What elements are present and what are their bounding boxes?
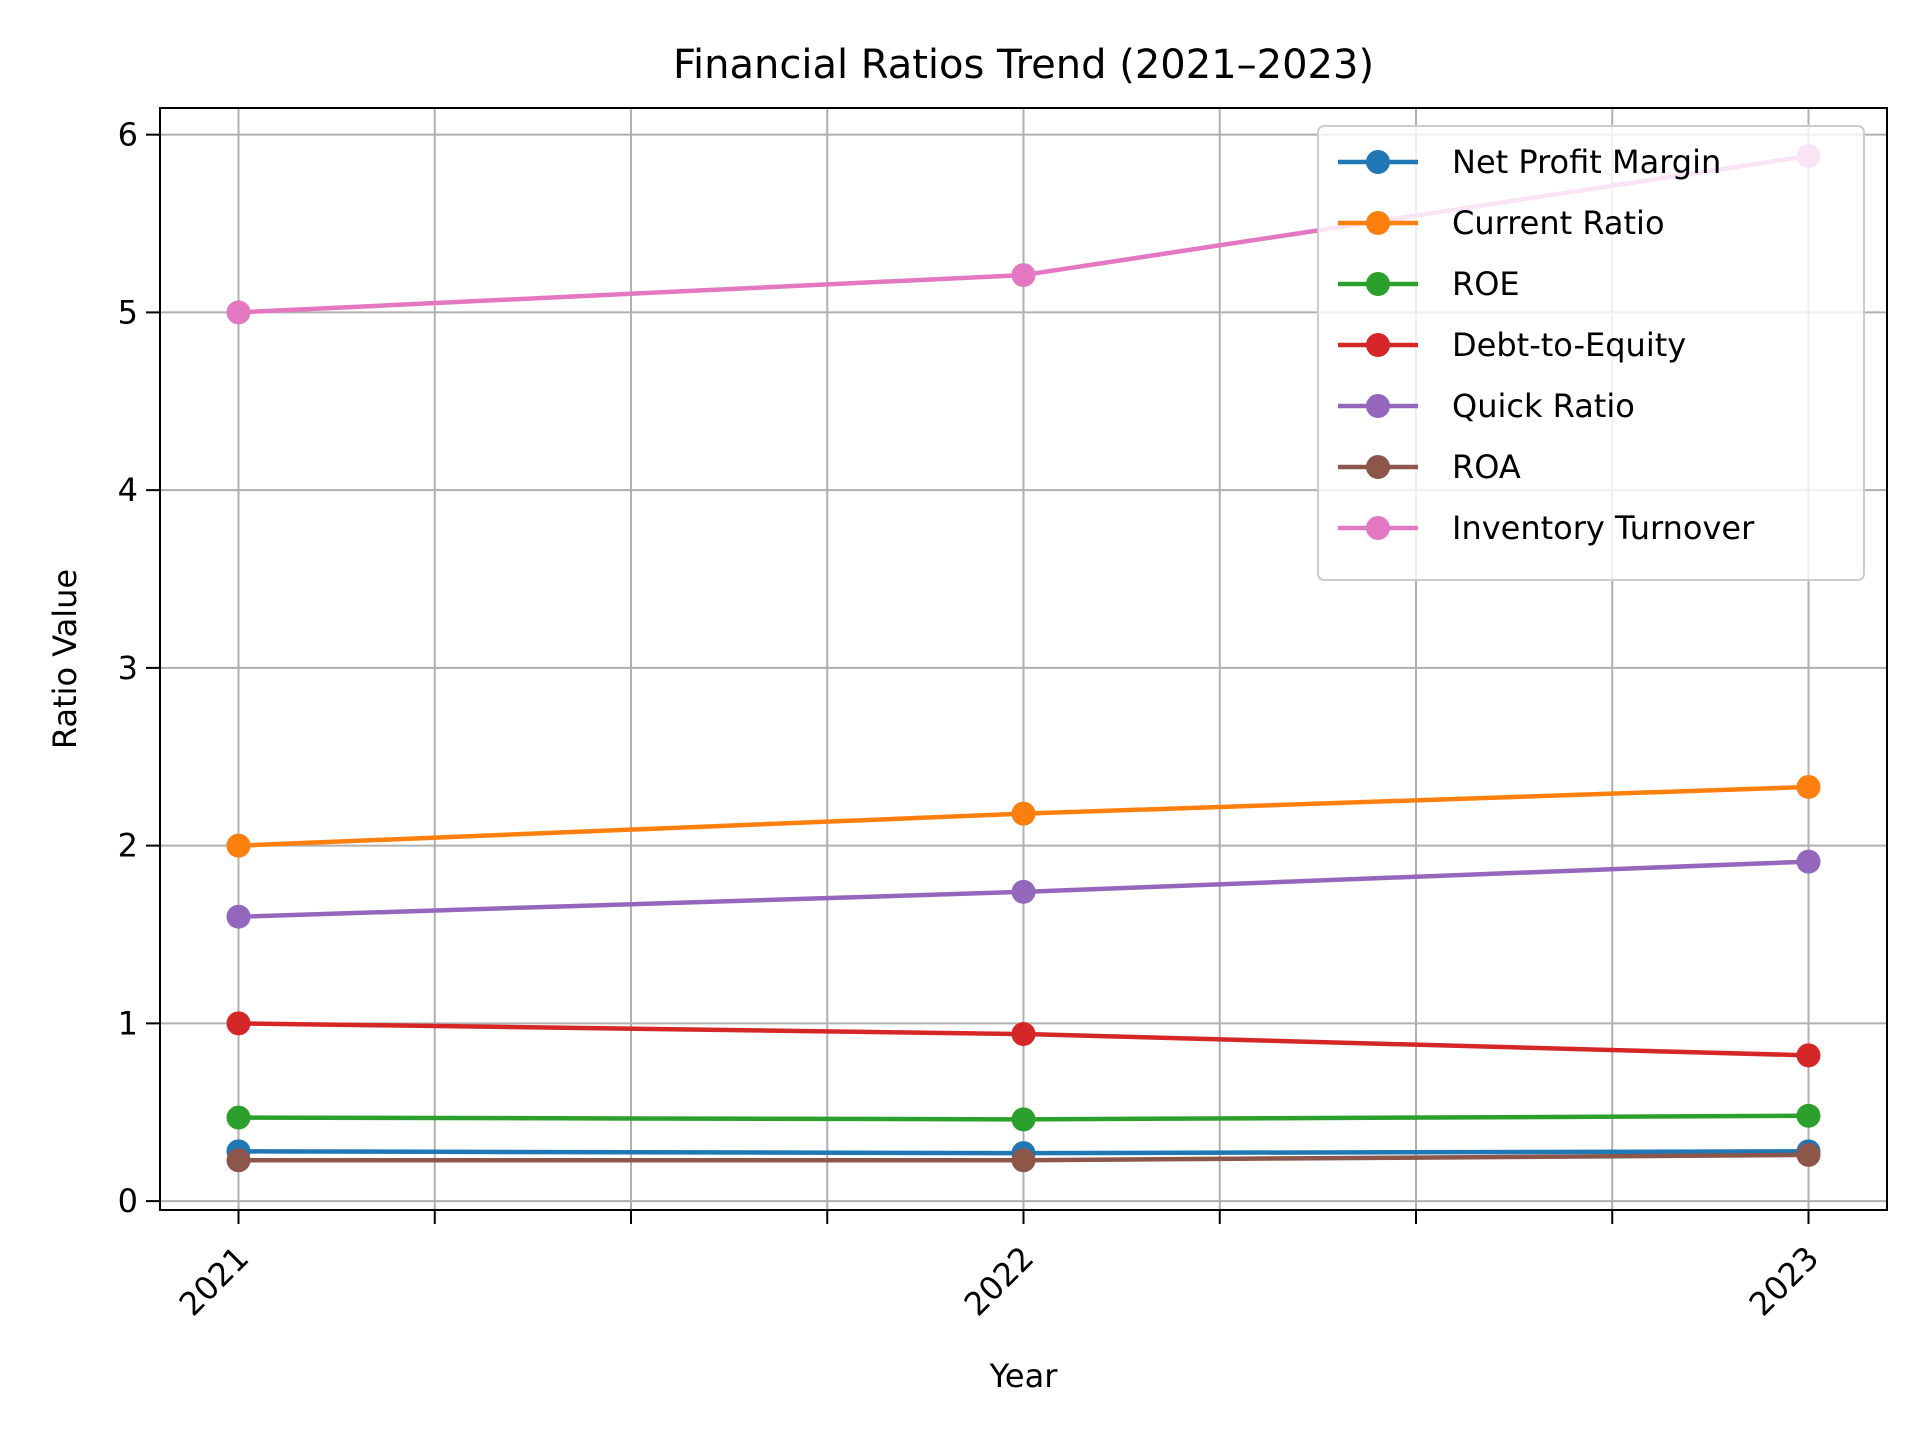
legend-marker <box>1366 333 1390 357</box>
series-roe <box>226 1103 1821 1132</box>
legend-label: ROE <box>1452 265 1520 303</box>
data-point-current-ratio <box>1011 801 1036 826</box>
legend-label: ROA <box>1452 448 1521 486</box>
data-point-roe <box>1796 1103 1821 1128</box>
series-debt-to-equity <box>226 1011 1821 1068</box>
data-point-current-ratio <box>1796 774 1821 799</box>
legend-entry: Net Profit Margin <box>1338 143 1721 181</box>
legend-entry: ROE <box>1338 265 1520 303</box>
legend-label: Quick Ratio <box>1452 387 1635 425</box>
data-point-roe <box>1011 1107 1036 1132</box>
legend-marker <box>1366 272 1390 296</box>
series-roa <box>226 1142 1821 1173</box>
data-point-roa <box>1796 1142 1821 1167</box>
legend-label: Inventory Turnover <box>1452 509 1755 547</box>
data-point-debt-to-equity <box>226 1011 251 1036</box>
y-tick-label: 1 <box>118 1004 138 1042</box>
legend-marker <box>1366 150 1390 174</box>
y-tick-label: 4 <box>118 471 138 509</box>
legend-marker <box>1366 516 1390 540</box>
legend-entry: ROA <box>1338 448 1521 486</box>
series-quick-ratio <box>226 849 1821 929</box>
legend-entry: Current Ratio <box>1338 204 1665 242</box>
legend-label: Debt-to-Equity <box>1452 326 1686 364</box>
legend-label: Net Profit Margin <box>1452 143 1721 181</box>
data-point-roa <box>226 1148 251 1173</box>
legend: Net Profit Margin Current Ratio ROE Debt-to… <box>1317 125 1865 581</box>
data-point-roa <box>1011 1148 1036 1173</box>
data-point-debt-to-equity <box>1011 1022 1036 1047</box>
chart-title: Financial Ratios Trend (2021–2023) <box>673 42 1374 88</box>
legend-marker <box>1366 394 1390 418</box>
legend-entry: Inventory Turnover <box>1338 509 1755 547</box>
data-point-current-ratio <box>226 833 251 858</box>
x-axis-label: Year <box>989 1357 1059 1395</box>
data-point-quick-ratio <box>1011 879 1036 904</box>
y-tick-label: 3 <box>118 649 138 687</box>
legend-label: Current Ratio <box>1452 204 1665 242</box>
legend-box <box>1317 125 1865 581</box>
y-tick-label: 6 <box>118 116 138 154</box>
series-current-ratio <box>226 774 1821 858</box>
data-point-inventory-turnover <box>1011 263 1036 288</box>
y-tick-label: 0 <box>118 1182 138 1220</box>
legend-marker <box>1366 211 1390 235</box>
data-point-quick-ratio <box>226 904 251 929</box>
y-tick-label: 5 <box>118 293 138 331</box>
y-axis-label: Ratio Value <box>46 569 84 749</box>
data-point-inventory-turnover <box>226 300 251 325</box>
legend-marker <box>1366 455 1390 479</box>
legend-entry: Debt-to-Equity <box>1338 326 1686 364</box>
y-tick-label: 2 <box>118 827 138 865</box>
data-point-quick-ratio <box>1796 849 1821 874</box>
data-point-roe <box>226 1105 251 1130</box>
legend-entry: Quick Ratio <box>1338 387 1635 425</box>
data-point-debt-to-equity <box>1796 1043 1821 1068</box>
